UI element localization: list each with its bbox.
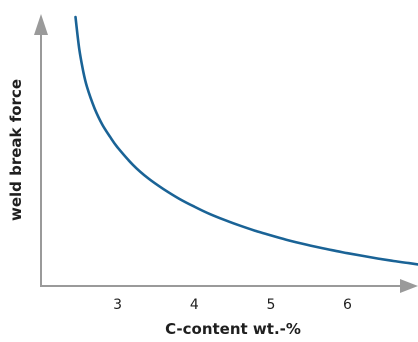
y-axis-arrow-icon [34, 14, 48, 35]
x-axis-arrow-icon [400, 279, 418, 293]
x-tick-label: 5 [266, 297, 275, 313]
x-axis-title: C-content wt.-% [165, 320, 301, 338]
y-axis-title: weld break force [7, 79, 25, 221]
x-tick-label: 3 [113, 297, 122, 313]
series-group [74, 15, 418, 266]
x-tick-labels: 3 4 5 6 [113, 297, 352, 313]
series-line-0 [74, 15, 418, 266]
x-tick-label: 4 [190, 297, 199, 313]
x-tick-label: 6 [343, 297, 352, 313]
